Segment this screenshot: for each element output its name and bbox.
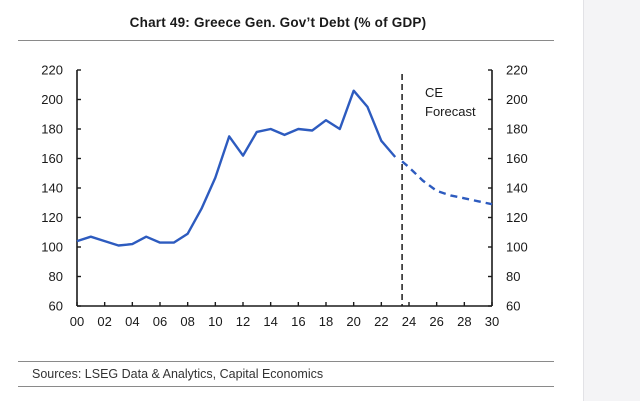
- y-tick-label-left: 160: [41, 151, 63, 166]
- x-tick-label: 04: [125, 314, 139, 329]
- y-tick-label-left: 60: [49, 299, 63, 314]
- bottom-divider: [18, 386, 554, 387]
- y-tick-label-right: 80: [506, 269, 520, 284]
- x-tick-label: 16: [291, 314, 305, 329]
- y-tick-label-right: 160: [506, 151, 528, 166]
- x-tick-label: 12: [236, 314, 250, 329]
- source-divider: [18, 361, 554, 362]
- x-tick-label: 26: [429, 314, 443, 329]
- x-tick-label: 28: [457, 314, 471, 329]
- x-tick-label: 00: [70, 314, 84, 329]
- chart-title: Chart 49: Greece Gen. Gov’t Debt (% of G…: [129, 15, 427, 30]
- forecast-series-line: [401, 160, 493, 206]
- x-tick-label: 02: [97, 314, 111, 329]
- y-tick-label-right: 220: [506, 63, 528, 78]
- forecast-annotation-label: Forecast: [425, 104, 476, 119]
- x-tick-label: 18: [319, 314, 333, 329]
- y-tick-label-left: 140: [41, 181, 63, 196]
- y-tick-label-right: 100: [506, 240, 528, 255]
- x-tick-label: 24: [402, 314, 416, 329]
- x-tick-label: 06: [153, 314, 167, 329]
- source-note: Sources: LSEG Data & Analytics, Capital …: [32, 367, 324, 381]
- x-tick-label: 30: [485, 314, 499, 329]
- right-side-panel: [583, 0, 640, 401]
- y-tick-label-left: 220: [41, 63, 63, 78]
- y-tick-label-right: 140: [506, 181, 528, 196]
- x-tick-label: 14: [263, 314, 277, 329]
- y-tick-label-right: 180: [506, 122, 528, 137]
- chart-card: Chart 49: Greece Gen. Gov’t Debt (% of G…: [18, 15, 554, 387]
- forecast-annotation-label: CE: [425, 85, 443, 100]
- y-tick-label-left: 180: [41, 122, 63, 137]
- y-tick-label-right: 60: [506, 299, 520, 314]
- x-tick-label: 22: [374, 314, 388, 329]
- title-divider: [18, 40, 554, 41]
- actual-series-line: [76, 89, 397, 247]
- y-tick-label-left: 120: [41, 210, 63, 225]
- annotation-layer: CE Forecast: [401, 74, 476, 306]
- series-layer: [76, 89, 493, 247]
- x-tick-label: 08: [180, 314, 194, 329]
- x-tick-label: 10: [208, 314, 222, 329]
- y-tick-label-left: 100: [41, 240, 63, 255]
- y-tick-label-right: 120: [506, 210, 528, 225]
- x-tick-label: 20: [346, 314, 360, 329]
- y-tick-label-left: 200: [41, 92, 63, 107]
- y-tick-label-right: 200: [506, 92, 528, 107]
- y-tick-label-left: 80: [49, 269, 63, 284]
